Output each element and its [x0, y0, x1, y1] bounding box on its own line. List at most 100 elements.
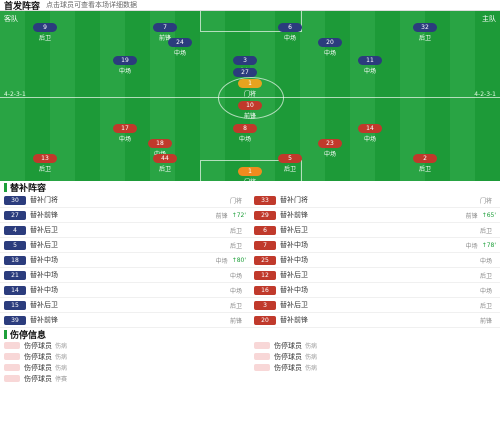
away-player-2[interactable]: 6 中场 — [278, 23, 302, 42]
home-player-2[interactable]: 8 中场 — [233, 124, 257, 143]
player-number: 17 — [113, 124, 137, 133]
player-name: 中场 — [118, 68, 131, 75]
sub-row[interactable]: 4 替补后卫 后卫 — [0, 223, 250, 238]
player-number: 32 — [413, 23, 437, 32]
injury-row[interactable]: 伤停球员 停赛 — [0, 373, 250, 384]
sub-row[interactable]: 25 替补中场 中场 — [250, 253, 500, 268]
sub-row[interactable]: 27 替补前锋 前锋 ↑72' — [0, 208, 250, 223]
sub-row[interactable]: 16 替补中场 中场 — [250, 283, 500, 298]
sub-name: 替补中场 — [30, 271, 58, 279]
sub-position: 后卫 — [229, 242, 242, 250]
sub-number: 33 — [254, 195, 276, 205]
sub-number: 29 — [254, 210, 276, 220]
sub-name: 替补中场 — [280, 256, 308, 264]
home-player-1[interactable]: 17 中场 — [113, 124, 137, 143]
away-player-0[interactable]: 9 后卫 — [33, 23, 57, 42]
sub-number: 4 — [4, 225, 26, 235]
away-player-3[interactable]: 32 后卫 — [413, 23, 437, 42]
home-player-5[interactable]: 23 中场 — [318, 139, 342, 158]
injury-row[interactable]: 伤停球员 伤病 — [250, 340, 500, 351]
home-player-10[interactable]: 1门将 — [238, 167, 262, 181]
sub-number: 21 — [4, 270, 26, 280]
sub-row[interactable]: 30 替补门将 门将 — [0, 193, 250, 208]
sub-name: 替补前锋 — [30, 211, 58, 219]
sub-position: 中场 — [229, 287, 242, 295]
injury-row[interactable]: 伤停球员 伤病 — [0, 362, 250, 373]
home-player-9[interactable]: 2 后卫 — [413, 154, 437, 173]
player-number: 14 — [358, 124, 382, 133]
sub-name: 替补前锋 — [280, 211, 308, 219]
sub-position: 中场 — [479, 287, 492, 295]
sub-row[interactable]: 3 替补后卫 后卫 — [250, 298, 500, 313]
sub-number: 12 — [254, 270, 276, 280]
sub-event: ↑80' — [231, 256, 246, 264]
away-player-5[interactable]: 20 中场 — [318, 38, 342, 57]
injury-row[interactable]: 伤停球员 伤病 — [250, 362, 500, 373]
sub-name: 替补前锋 — [30, 316, 58, 324]
sub-number: 14 — [4, 285, 26, 295]
sub-number: 6 — [254, 225, 276, 235]
away-player-10[interactable]: 1 门将 — [238, 79, 262, 98]
sub-name: 替补门将 — [280, 196, 308, 204]
sub-position: 后卫 — [479, 302, 492, 310]
sub-row[interactable]: 14 替补中场 中场 — [0, 283, 250, 298]
away-player-1[interactable]: 7 前锋 — [153, 23, 177, 42]
player-number: 1 — [238, 167, 262, 176]
injury-icon — [254, 353, 270, 360]
sub-row[interactable]: 20 替补前锋 前锋 — [250, 313, 500, 328]
sub-position: 前锋 — [215, 212, 228, 220]
penalty-box-top — [200, 11, 302, 32]
home-team-label: 主队 — [482, 15, 496, 23]
home-player-6[interactable]: 13 后卫 — [33, 154, 57, 173]
sub-position: 前锋 — [229, 317, 242, 325]
player-name: 中场 — [173, 50, 186, 57]
home-player-0[interactable]: 10 前锋 — [238, 101, 262, 120]
away-player-4[interactable]: 24 中场 — [168, 38, 192, 57]
sub-number: 7 — [254, 240, 276, 250]
player-number: 24 — [168, 38, 192, 47]
injury-row[interactable]: 伤停球员 伤病 — [0, 340, 250, 351]
away-player-6[interactable]: 19 中场 — [113, 56, 137, 75]
home-player-8[interactable]: 5 后卫 — [278, 154, 302, 173]
lineup-subtitle: 点击球员可查看本场详细数据 — [46, 1, 138, 9]
player-name: 中场 — [283, 35, 296, 42]
home-player-7[interactable]: 44 后卫 — [153, 154, 177, 173]
sub-event: ↑65' — [481, 211, 496, 219]
pitch: 客队 主队 4-2-3-1 4-2-3-1 9 后卫 7 前锋 6 中场 32 后卫 24 中场 2… — [0, 11, 500, 181]
home-player-3[interactable]: 14 中场 — [358, 124, 382, 143]
sub-name: 替补门将 — [30, 196, 58, 204]
player-number: 5 — [278, 154, 302, 163]
sub-row[interactable]: 18 替补中场 中场 ↑80' — [0, 253, 250, 268]
player-name: 中场 — [363, 136, 376, 143]
center-circle — [218, 77, 284, 119]
player-number: 19 — [113, 56, 137, 65]
sub-number: 20 — [254, 315, 276, 325]
sub-name: 替补中场 — [280, 286, 308, 294]
injury-row[interactable]: 伤停球员 伤病 — [250, 351, 500, 362]
injury-note: 伤病 — [55, 343, 68, 350]
player-number: 10 — [238, 101, 262, 110]
sub-number: 5 — [4, 240, 26, 250]
penalty-box-bottom — [200, 160, 302, 181]
injury-icon — [4, 375, 20, 382]
player-number: 44 — [153, 154, 177, 163]
sub-number: 27 — [4, 210, 26, 220]
sub-position: 中场 — [479, 257, 492, 265]
sub-row[interactable]: 15 替补后卫 后卫 — [0, 298, 250, 313]
injury-note: 伤病 — [55, 354, 68, 361]
player-name: 中场 — [118, 136, 131, 143]
player-name: 门将 — [244, 177, 256, 181]
sub-row[interactable]: 33 替补门将 门将 — [250, 193, 500, 208]
player-number: 7 — [153, 23, 177, 32]
sub-row[interactable]: 5 替补后卫 后卫 — [0, 238, 250, 253]
sub-row[interactable]: 7 替补中场 中场 ↑78' — [250, 238, 500, 253]
sub-row[interactable]: 6 替补后卫 后卫 — [250, 223, 500, 238]
sub-row[interactable]: 21 替补中场 中场 — [0, 268, 250, 283]
injury-row[interactable]: 伤停球员 伤病 — [0, 351, 250, 362]
away-player-8[interactable]: 11 中场 — [358, 56, 382, 75]
sub-row[interactable]: 29 替补前锋 前锋 ↑65' — [250, 208, 500, 223]
player-number: 23 — [318, 139, 342, 148]
home-subs-list: 33 替补门将 门将 29 替补前锋 前锋 ↑65' 6 替补后卫 后卫 7 替补中场 中场 ↑78' 25… — [250, 193, 500, 328]
sub-row[interactable]: 12 替补后卫 后卫 — [250, 268, 500, 283]
sub-row[interactable]: 39 替补前锋 前锋 — [0, 313, 250, 328]
